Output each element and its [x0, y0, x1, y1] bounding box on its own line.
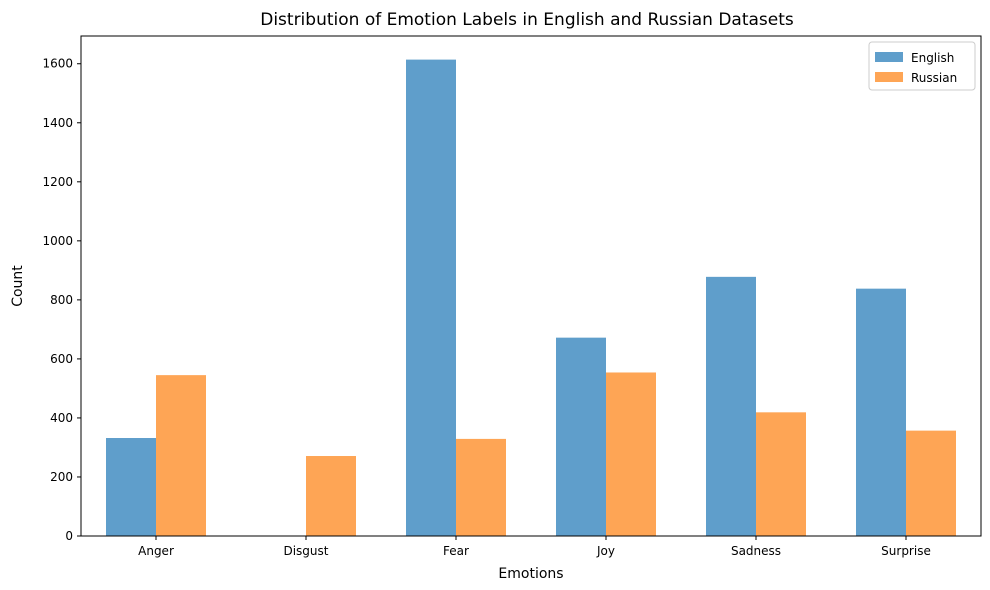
- x-tick-label-sadness: Sadness: [731, 544, 781, 558]
- x-tick-label-joy: Joy: [596, 544, 615, 558]
- legend-label-russian: Russian: [911, 71, 957, 85]
- y-tick-label-1200: 1200: [42, 175, 73, 189]
- bar-english-sadness: [706, 276, 756, 536]
- y-tick-label-800: 800: [50, 293, 73, 307]
- bar-russian-joy: [606, 372, 656, 536]
- bar-english-joy: [556, 337, 606, 536]
- bar-english-anger: [106, 438, 156, 536]
- x-tick-label-anger: Anger: [138, 544, 174, 558]
- y-tick-label-400: 400: [50, 411, 73, 425]
- legend: English Russian: [868, 41, 976, 91]
- y-tick-label-1400: 1400: [42, 116, 73, 130]
- bar-english-fear: [406, 59, 456, 536]
- x-tick-label-fear: Fear: [443, 544, 469, 558]
- plot-area: Anger Disgust Fear Joy Sadness Surprise 0 200 40…: [42, 57, 956, 558]
- y-axis-title: Count: [10, 265, 26, 307]
- x-axis-title: Emotions: [498, 566, 563, 582]
- bar-russian-disgust: [306, 456, 356, 536]
- legend-swatch-english: [875, 52, 903, 62]
- plot-frame: [80, 35, 982, 537]
- y-tick-label-200: 200: [50, 470, 73, 484]
- y-tick-label-600: 600: [50, 352, 73, 366]
- legend-swatch-russian: [875, 72, 903, 82]
- y-tick-label-0: 0: [65, 529, 73, 543]
- bar-russian-fear: [456, 438, 506, 536]
- y-tick-label-1600: 1600: [42, 57, 73, 71]
- bar-russian-surprise: [906, 430, 956, 536]
- bar-russian-sadness: [756, 412, 806, 536]
- x-tick-label-disgust: Disgust: [283, 544, 328, 558]
- legend-label-english: English: [911, 51, 954, 65]
- bar-english-surprise: [856, 288, 906, 536]
- y-tick-label-1000: 1000: [42, 234, 73, 248]
- x-tick-label-surprise: Surprise: [881, 544, 931, 558]
- bar-russian-anger: [156, 375, 206, 536]
- chart-title: Distribution of Emotion Labels in Englis…: [260, 10, 794, 30]
